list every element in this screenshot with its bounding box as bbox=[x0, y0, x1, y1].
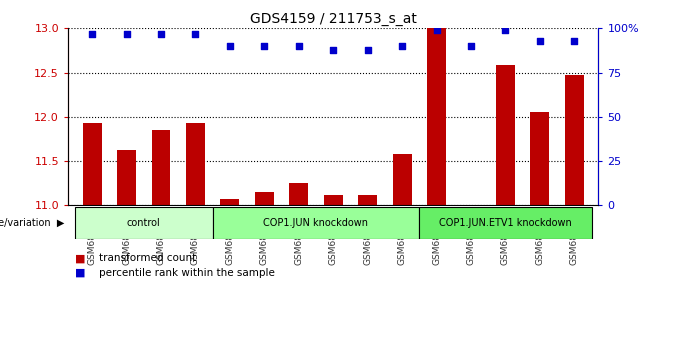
Point bbox=[466, 43, 477, 49]
Bar bbox=[75, 207, 213, 239]
Bar bbox=[530, 113, 549, 205]
Bar bbox=[255, 192, 274, 205]
Point bbox=[328, 47, 339, 52]
Text: COP1.JUN knockdown: COP1.JUN knockdown bbox=[263, 218, 369, 228]
Title: GDS4159 / 211753_s_at: GDS4159 / 211753_s_at bbox=[250, 12, 417, 26]
Bar bbox=[565, 75, 583, 205]
Point bbox=[569, 38, 580, 44]
Bar bbox=[186, 123, 205, 205]
Bar bbox=[220, 199, 239, 205]
Point bbox=[396, 43, 407, 49]
Point bbox=[86, 31, 97, 36]
Point bbox=[431, 27, 442, 33]
Point bbox=[362, 47, 373, 52]
Bar bbox=[213, 207, 420, 239]
Bar bbox=[324, 195, 343, 205]
Bar bbox=[152, 130, 171, 205]
Point bbox=[121, 31, 132, 36]
Point bbox=[500, 27, 511, 33]
Bar bbox=[420, 207, 592, 239]
Point bbox=[534, 38, 545, 44]
Text: ■: ■ bbox=[75, 268, 85, 278]
Bar bbox=[496, 65, 515, 205]
Bar bbox=[427, 28, 446, 205]
Point bbox=[259, 43, 270, 49]
Text: ■: ■ bbox=[75, 253, 85, 263]
Point bbox=[190, 31, 201, 36]
Text: COP1.JUN.ETV1 knockdown: COP1.JUN.ETV1 knockdown bbox=[439, 218, 572, 228]
Text: transformed count: transformed count bbox=[99, 253, 196, 263]
Bar bbox=[83, 123, 101, 205]
Point bbox=[156, 31, 167, 36]
Bar bbox=[117, 150, 136, 205]
Bar bbox=[392, 154, 411, 205]
Text: control: control bbox=[127, 218, 160, 228]
Text: percentile rank within the sample: percentile rank within the sample bbox=[99, 268, 275, 278]
Point bbox=[224, 43, 235, 49]
Text: genotype/variation  ▶: genotype/variation ▶ bbox=[0, 218, 65, 228]
Point bbox=[293, 43, 304, 49]
Bar bbox=[289, 183, 308, 205]
Bar bbox=[358, 195, 377, 205]
